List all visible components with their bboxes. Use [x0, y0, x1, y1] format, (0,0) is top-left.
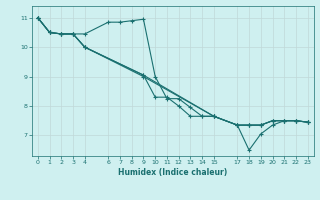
X-axis label: Humidex (Indice chaleur): Humidex (Indice chaleur): [118, 168, 228, 177]
